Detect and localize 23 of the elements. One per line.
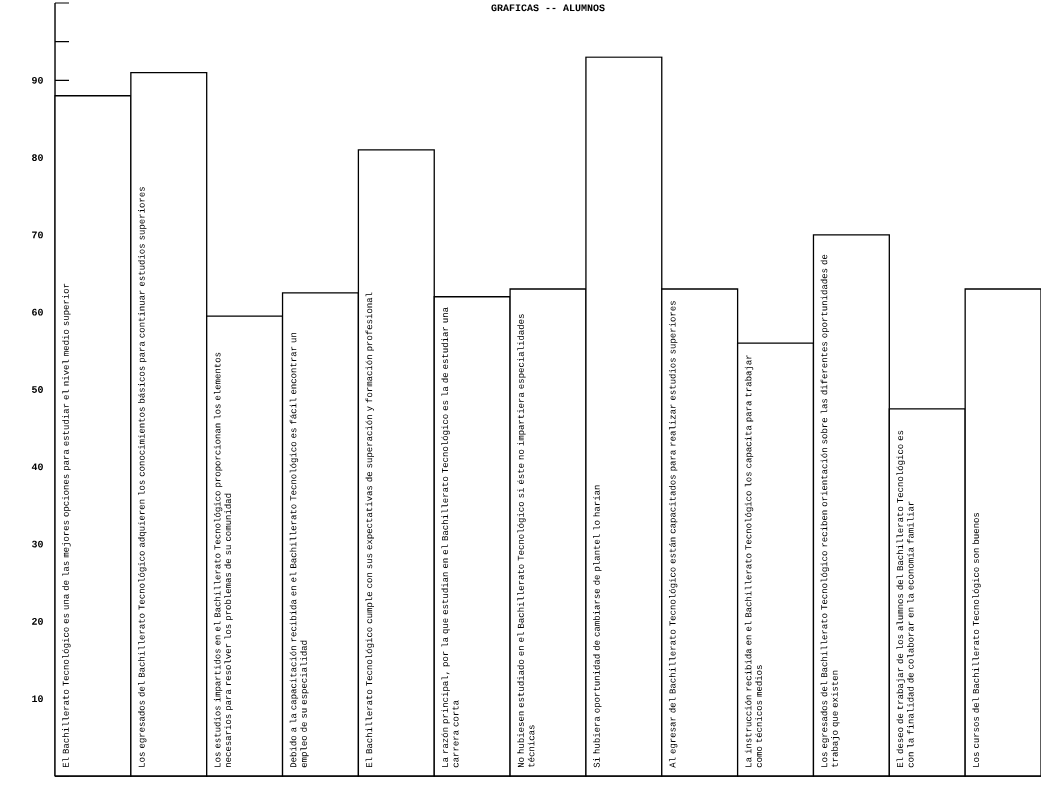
- x-tick-label: El deseo de trabajar de los alumnos del Bachillerato Tecnológico es con la finalidad de colaborar en la economía familiar: [896, 430, 914, 768]
- x-tick-label: El Bachillerato Tecnológico cumple con sus expectativas de superación y formación profesional: [365, 292, 374, 768]
- x-tick-label: Si hubiera oportunidad de cambiarse de plantel lo harían: [593, 485, 602, 768]
- y-tick-label: 70: [32, 231, 43, 239]
- x-tick-label: Al egresar del Bachillerato Tecnológico están capacitados para realizar estudios superiores: [668, 301, 678, 768]
- y-tick-label: 30: [31, 540, 43, 548]
- y-tick-label: 90: [32, 76, 43, 84]
- y-tick-label: 80: [32, 154, 43, 161]
- y-tick-label: 50: [31, 386, 43, 393]
- x-tick-label: Los cursos del Bachillerato Tecnológico son buenos: [972, 512, 981, 767]
- x-tick-label: La razón principal, por la que estudian en el Bachillerato Tecnológico es la de estudiar una carrera corta: [441, 307, 459, 768]
- x-tick-label: Los egresados del Bachillerato Tecnológico reciben orientación sobre las diferentes oportunidades de trabajo que existen: [820, 254, 840, 767]
- y-tick-label: 20: [32, 617, 43, 625]
- x-tick-label: Los estudios impartidos en el Bachillerato Tecnológico proporcionan los elementos necesarios para resolver los problemas de su comunidad: [213, 352, 233, 767]
- x-tick-label: No hubiesen estudiado en el Bachillerato Tecnológico si éste no impartiera especialidades técnicas: [517, 314, 535, 768]
- chart-title: GRAFICAS -- ALUMNOS: [491, 4, 605, 12]
- x-tick-label: Debido a la capacitación recibida en el Bachillerato Tecnológico es fácil encontrar un empleo de su especialidad: [289, 332, 309, 768]
- y-tick-label: 40: [31, 463, 43, 471]
- y-tick-label: 10: [32, 695, 43, 703]
- x-tick-label: Los egresados del Bachillerato Tecnológico adquieren los conocimientos básicos para continuar estudios superiores: [138, 187, 147, 767]
- x-tick-label: El Bachillerato Tecnológico es una de las mejores opciones para estudiar el nivel medio superior: [62, 283, 71, 768]
- y-tick-label: 60: [32, 308, 43, 316]
- x-tick-label: La instrucción recibida en el Bachillerato Tecnológico los capacita para trabajar como técnicos medios: [744, 355, 762, 768]
